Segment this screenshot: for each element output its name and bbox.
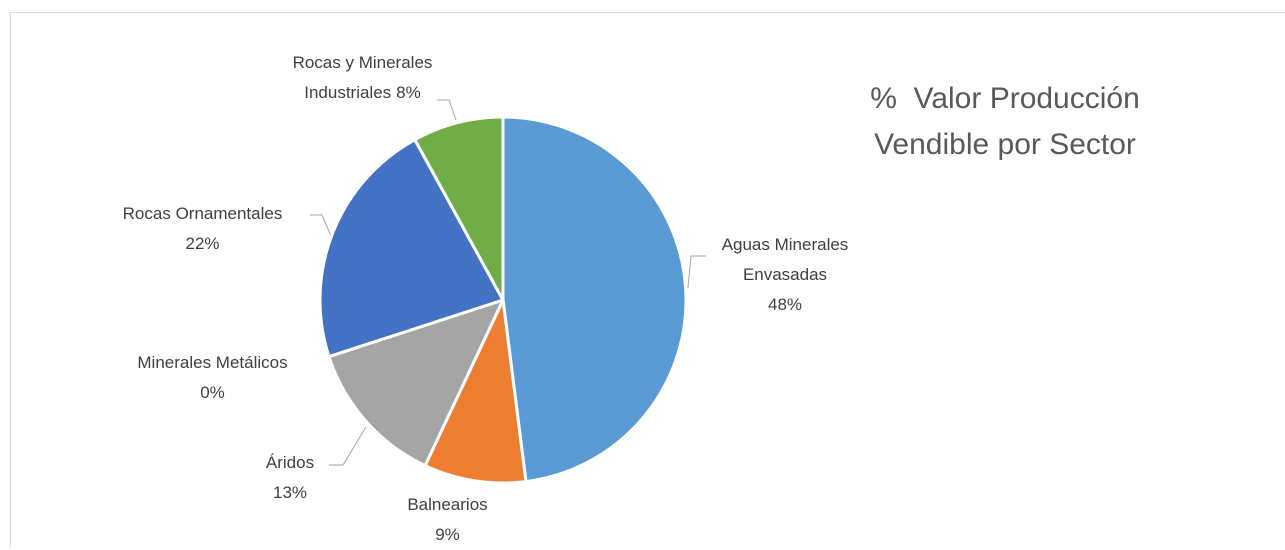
category-name: Minerales Metálicos xyxy=(137,353,287,372)
category-name: Balnearios xyxy=(407,495,487,514)
value-label: 9% xyxy=(380,520,515,550)
value-label: 48% xyxy=(700,290,870,320)
chart-title: % Valor Producción Vendible por Sector xyxy=(820,76,1190,168)
pie-slice xyxy=(503,117,686,482)
slice-label: Aguas Minerales Envasadas 48% xyxy=(700,230,870,320)
category-name: Áridos xyxy=(266,453,314,472)
value-label: 8% xyxy=(396,83,421,102)
slice-label: Balnearios 9% xyxy=(380,490,515,550)
category-name: Aguas Minerales Envasadas xyxy=(722,235,849,284)
value-label: 22% xyxy=(90,229,315,259)
slice-label: Minerales Metálicos 0% xyxy=(100,348,325,408)
value-label: 0% xyxy=(100,378,325,408)
value-label: 13% xyxy=(240,478,340,508)
slice-label: Áridos 13% xyxy=(240,448,340,508)
category-name: Rocas Ornamentales xyxy=(123,204,283,223)
slice-label: Rocas Ornamentales 22% xyxy=(90,199,315,259)
